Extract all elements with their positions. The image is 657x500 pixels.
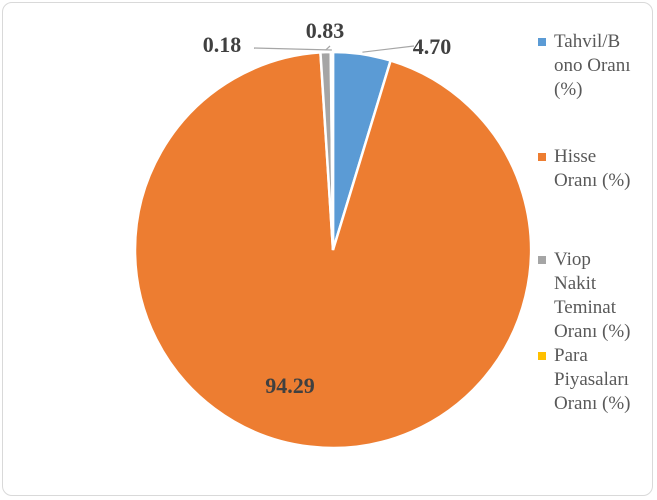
data-label-viop: 0.83: [306, 18, 345, 43]
legend-label-hisse-1: Hisse: [554, 146, 597, 167]
legend-label-tahvil-1: Tahvil/B: [554, 31, 621, 52]
legend-label-viop-2: Nakit: [554, 273, 597, 294]
leader-lines: [253, 45, 415, 53]
legend-label-para-2: Piyasaları: [554, 369, 629, 390]
legend-item-viop: Viop Nakit Teminat Oranı (%): [538, 248, 653, 344]
legend-swatch-hisse: [538, 153, 546, 161]
legend: Tahvil/B ono Oranı (%) Hisse Oranı (%) V…: [538, 30, 653, 416]
leader-line-tahvil: [362, 45, 415, 53]
legend-label-para-3: Oranı (%): [554, 393, 631, 414]
legend-item-para: Para Piyasaları Oranı (%): [538, 344, 653, 416]
legend-label-viop-4: Oranı (%): [554, 321, 631, 342]
pie-slice-para: [329, 50, 335, 251]
data-label-para: 0.18: [203, 32, 242, 57]
legend-label-tahvil-2: ono Oranı: [554, 55, 631, 76]
legend-label-para-1: Para: [554, 345, 588, 366]
legend-swatch-tahvil: [538, 38, 546, 46]
legend-item-tahvil: Tahvil/B ono Oranı (%): [538, 30, 653, 102]
data-label-hisse: 94.29: [265, 373, 315, 398]
legend-item-hisse: Hisse Oranı (%): [538, 145, 653, 193]
legend-swatch-viop: [538, 256, 546, 264]
data-labels: 4.70 94.29 0.83 0.18: [203, 18, 452, 398]
legend-label-tahvil-3: (%): [554, 79, 583, 100]
pie-slice-hisse: [133, 51, 533, 450]
legend-label-viop-3: Teminat: [554, 297, 616, 318]
legend-label-viop-1: Viop: [554, 249, 591, 270]
legend-label-hisse-2: Oranı (%): [554, 170, 631, 191]
pie-slices: [133, 50, 533, 450]
leader-line-para: [253, 47, 332, 51]
data-label-tahvil: 4.70: [413, 34, 452, 59]
legend-swatch-para: [538, 352, 546, 360]
